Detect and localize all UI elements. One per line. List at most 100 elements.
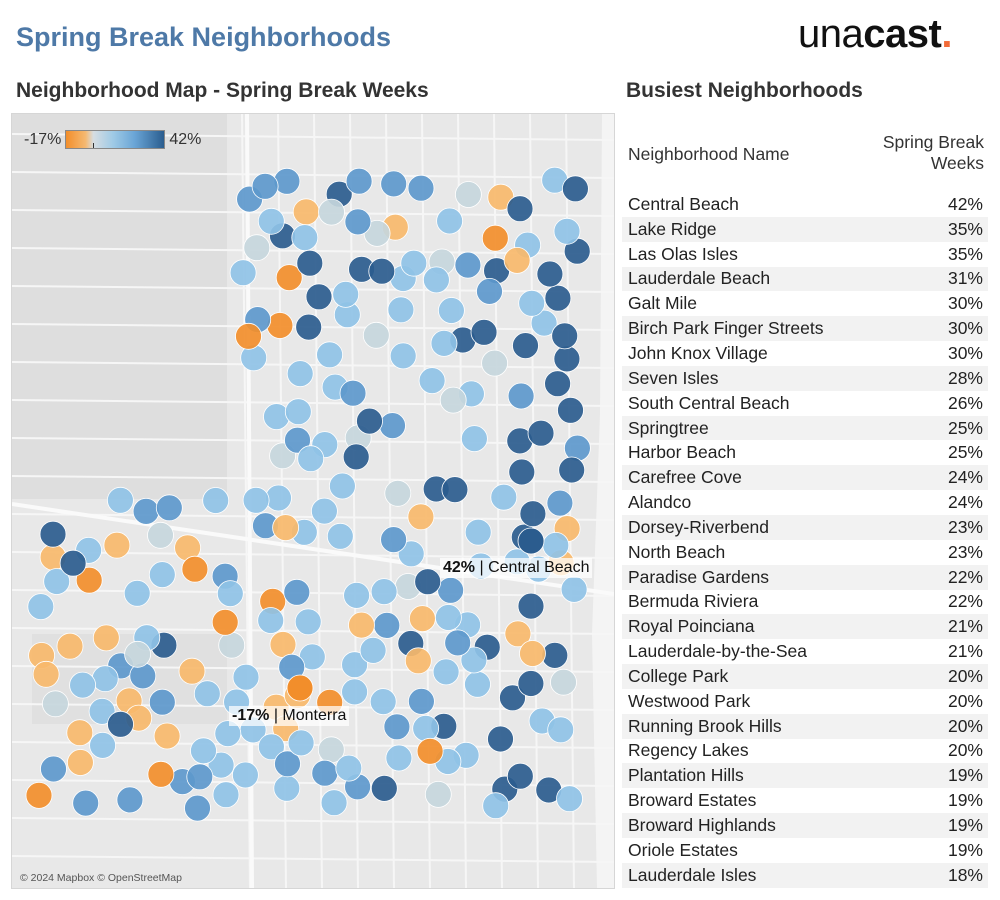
neighborhood-marker[interactable]	[384, 479, 412, 507]
neighborhood-marker[interactable]	[437, 576, 465, 604]
neighborhood-marker[interactable]	[407, 503, 435, 531]
neighborhood-marker[interactable]	[320, 789, 348, 817]
neighborhood-marker[interactable]	[214, 720, 242, 747]
neighborhood-marker[interactable]	[437, 297, 465, 324]
table-row[interactable]: Regency Lakes 20%	[622, 739, 988, 764]
neighborhood-marker[interactable]	[460, 425, 488, 453]
neighborhood-marker[interactable]	[294, 608, 322, 636]
neighborhood-marker[interactable]	[373, 611, 401, 639]
table-row[interactable]: Harbor Beach 25%	[622, 440, 988, 465]
neighborhood-marker[interactable]	[286, 360, 314, 388]
table-row[interactable]: Birch Park Finger Streets 30%	[622, 316, 988, 342]
neighborhood-marker[interactable]	[359, 637, 387, 664]
neighborhood-marker[interactable]	[553, 345, 581, 373]
neighborhood-marker[interactable]	[412, 715, 440, 742]
table-row[interactable]: South Central Beach 26%	[622, 391, 988, 416]
table-row[interactable]: Central Beach 42%	[622, 192, 988, 217]
neighborhood-marker[interactable]	[460, 646, 488, 674]
neighborhood-marker[interactable]	[481, 224, 509, 252]
neighborhood-marker[interactable]	[464, 518, 492, 546]
neighborhood-marker[interactable]	[397, 540, 425, 568]
table-row[interactable]: Lauderdale-by-the-Sea 21%	[622, 639, 988, 664]
neighborhood-marker[interactable]	[380, 526, 408, 554]
neighborhood-marker[interactable]	[551, 322, 579, 350]
table-row[interactable]: Oriole Estates 19%	[622, 838, 988, 863]
neighborhood-marker[interactable]	[148, 561, 176, 589]
neighborhood-marker[interactable]	[454, 251, 482, 279]
neighborhood-marker[interactable]	[424, 781, 452, 808]
neighborhood-marker[interactable]	[507, 382, 535, 410]
neighborhood-marker[interactable]	[339, 379, 367, 407]
neighborhood-marker[interactable]	[292, 198, 320, 226]
neighborhood-marker[interactable]	[342, 443, 370, 471]
neighborhood-marker[interactable]	[274, 750, 301, 778]
neighborhood-marker[interactable]	[335, 754, 363, 782]
neighborhood-marker[interactable]	[310, 497, 338, 525]
neighborhood-marker[interactable]	[332, 280, 360, 308]
neighborhood-marker[interactable]	[436, 207, 464, 235]
map-canvas[interactable]	[12, 114, 614, 888]
neighborhood-marker[interactable]	[291, 224, 319, 251]
neighborhood-marker[interactable]	[370, 775, 398, 802]
neighborhood-marker[interactable]	[193, 680, 221, 708]
neighborhood-marker[interactable]	[404, 647, 432, 675]
neighborhood-marker[interactable]	[148, 688, 176, 716]
neighborhood-marker[interactable]	[383, 713, 411, 741]
table-row[interactable]: Alandco 24%	[622, 490, 988, 515]
neighborhood-marker[interactable]	[72, 789, 100, 817]
neighborhood-marker[interactable]	[556, 785, 583, 813]
neighborhood-marker[interactable]	[370, 578, 398, 606]
neighborhood-marker[interactable]	[132, 497, 160, 525]
neighborhood-marker[interactable]	[272, 514, 300, 542]
neighborhood-marker[interactable]	[75, 566, 103, 594]
table-row[interactable]: Plantation Hills 19%	[622, 763, 988, 789]
neighborhood-marker[interactable]	[184, 794, 211, 822]
neighborhood-marker[interactable]	[530, 309, 558, 337]
neighborhood-marker[interactable]	[283, 578, 311, 606]
neighborhood-marker[interactable]	[542, 531, 570, 559]
neighborhood-marker[interactable]	[235, 322, 262, 350]
neighborhood-marker[interactable]	[499, 684, 526, 712]
neighborhood-marker[interactable]	[464, 670, 491, 698]
neighborhood-marker[interactable]	[43, 568, 71, 595]
neighborhood-marker[interactable]	[295, 313, 323, 341]
neighborhood-marker[interactable]	[368, 257, 396, 285]
neighborhood-marker[interactable]	[454, 181, 482, 208]
map-attribution[interactable]: © 2024 Mapbox © OpenStreetMap	[20, 872, 182, 884]
neighborhood-marker[interactable]	[40, 755, 67, 783]
neighborhood-marker[interactable]	[508, 458, 536, 486]
neighborhood-marker[interactable]	[558, 456, 586, 484]
table-row[interactable]: Seven Isles 28%	[622, 365, 988, 391]
neighborhood-marker[interactable]	[356, 407, 383, 435]
neighborhood-marker[interactable]	[27, 593, 55, 621]
neighborhood-marker[interactable]	[504, 620, 532, 648]
neighborhood-marker[interactable]	[218, 631, 246, 659]
neighborhood-marker[interactable]	[284, 398, 312, 426]
neighborhood-marker[interactable]	[503, 246, 531, 274]
neighborhood-marker[interactable]	[186, 763, 214, 791]
neighborhood-marker[interactable]	[67, 749, 94, 776]
table-row[interactable]: North Beach 23%	[622, 540, 988, 565]
neighborhood-marker[interactable]	[242, 486, 270, 514]
neighborhood-marker[interactable]	[147, 760, 175, 788]
neighborhood-marker[interactable]	[476, 277, 503, 305]
neighborhood-marker[interactable]	[266, 312, 294, 339]
neighborhood-marker[interactable]	[318, 198, 345, 226]
neighborhood-marker[interactable]	[345, 167, 373, 195]
neighborhood-marker[interactable]	[482, 792, 510, 820]
neighborhood-marker[interactable]	[305, 283, 333, 311]
neighborhood-marker[interactable]	[251, 172, 279, 200]
neighborhood-marker[interactable]	[326, 522, 354, 550]
neighborhood-marker[interactable]	[434, 604, 462, 631]
neighborhood-marker[interactable]	[178, 657, 206, 685]
neighborhood-marker[interactable]	[124, 640, 151, 668]
neighborhood-marker[interactable]	[379, 412, 406, 440]
neighborhood-marker[interactable]	[257, 607, 285, 634]
neighborhood-marker[interactable]	[211, 608, 239, 636]
neighborhood-marker[interactable]	[557, 396, 584, 424]
table-row[interactable]: Las Olas Isles 35%	[622, 242, 988, 267]
neighborhood-marker[interactable]	[231, 761, 259, 789]
neighborhood-marker[interactable]	[89, 732, 116, 759]
neighborhood-marker[interactable]	[296, 249, 324, 277]
table-row[interactable]: Lake Ridge 35%	[622, 216, 988, 242]
